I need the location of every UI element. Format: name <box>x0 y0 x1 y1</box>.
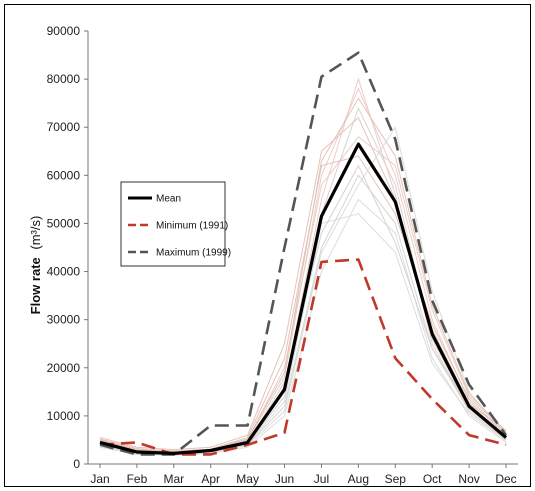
x-tick-label: Nov <box>458 472 479 486</box>
y-tick-label: 50000 <box>47 216 81 230</box>
y-tick-label: 90000 <box>47 24 81 38</box>
y-tick-label: 40000 <box>47 265 81 279</box>
background-year-line <box>99 116 507 451</box>
main-series-lines <box>99 51 508 456</box>
x-tick-label: Dec <box>495 472 516 486</box>
x-tick-label: Aug <box>348 472 369 486</box>
y-tick-label: 10000 <box>47 409 81 423</box>
legend-label: Minimum (1991) <box>156 221 228 232</box>
y-tick-label: 0 <box>73 457 80 471</box>
y-tick-label: 70000 <box>47 120 81 134</box>
background-year-line <box>99 87 507 453</box>
x-tick-label: Apr <box>201 472 220 486</box>
y-axis-label: Flow rate (m³/s) <box>28 216 43 315</box>
x-tick-label: Mar <box>163 472 184 486</box>
background-year-lines <box>99 77 507 456</box>
legend-label: Maximum (1999) <box>156 248 231 259</box>
x-tick-label: Oct <box>423 472 442 486</box>
background-year-line <box>99 155 507 452</box>
legend: Mean Minimum (1991) Maximum (1999) <box>120 181 231 267</box>
x-tick-label: Feb <box>127 472 148 486</box>
x-tick-label: Sep <box>385 472 407 486</box>
y-tick-label: 30000 <box>47 313 81 327</box>
x-tick-label: Jul <box>314 472 329 486</box>
y-tick-label: 20000 <box>47 361 81 375</box>
legend-label: Mean <box>156 194 181 205</box>
y-tick-label: 60000 <box>47 168 81 182</box>
x-tick-label: Jan <box>90 472 109 486</box>
series-line-mean <box>99 142 508 455</box>
axes: 0 10000 20000 30000 40000 50000 60000 70000 8000… <box>47 24 518 486</box>
x-tick-label: May <box>236 472 259 486</box>
x-tick-label: Jun <box>275 472 294 486</box>
y-tick-label: 80000 <box>47 72 81 86</box>
legend-box <box>120 181 226 267</box>
